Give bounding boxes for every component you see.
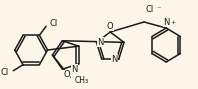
Text: ⁻: ⁻ xyxy=(157,5,161,14)
Text: N: N xyxy=(97,38,104,47)
Text: N: N xyxy=(163,18,169,27)
Text: CH₃: CH₃ xyxy=(75,76,89,85)
Text: O: O xyxy=(107,22,114,31)
Text: O: O xyxy=(63,70,70,79)
Text: Cl: Cl xyxy=(146,6,154,15)
Text: Cl: Cl xyxy=(50,19,58,28)
Text: +: + xyxy=(170,20,175,26)
Text: Cl: Cl xyxy=(0,68,9,77)
Text: N: N xyxy=(71,65,78,74)
Text: N: N xyxy=(111,55,118,64)
